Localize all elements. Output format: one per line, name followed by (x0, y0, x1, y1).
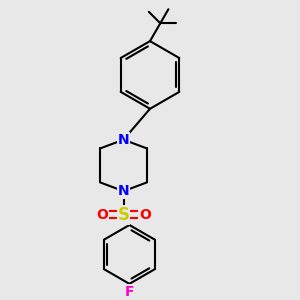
Text: S: S (118, 206, 130, 224)
Text: O: O (139, 208, 151, 222)
Text: N: N (118, 133, 129, 147)
Text: O: O (96, 208, 108, 222)
Text: F: F (125, 285, 134, 299)
Text: N: N (118, 184, 129, 198)
